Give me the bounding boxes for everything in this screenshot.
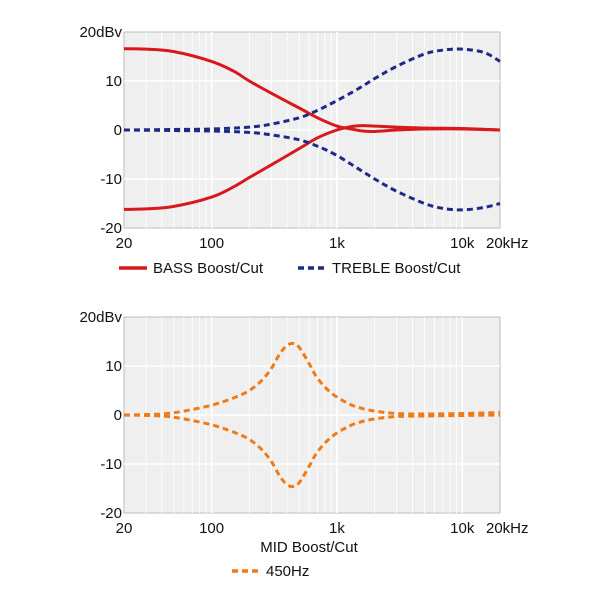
y-tick-label: 10 xyxy=(105,73,122,90)
y-tick-label: 0 xyxy=(114,407,122,424)
x-tick-label: 20 xyxy=(116,520,133,537)
series-line-treble-2 xyxy=(123,47,501,132)
series-line-mid-1 xyxy=(123,413,501,489)
y-tick-label: -20 xyxy=(100,220,122,237)
x-tick-label: 20 xyxy=(116,235,133,252)
x-tick-label: 10k xyxy=(450,520,475,537)
mid-chart-legend: 450Hz xyxy=(232,563,309,580)
bass-treble-legend: BASS Boost/Cut TREBLE Boost/Cut xyxy=(119,260,461,277)
x-tick-label: 20kHz xyxy=(486,235,529,252)
x-tick-label: 10k xyxy=(450,235,475,252)
x-tick-label: 100 xyxy=(199,520,224,537)
series-line-mid-0 xyxy=(123,341,501,417)
x-tick-label: 100 xyxy=(199,235,224,252)
y-tick-label: 20dBv xyxy=(79,309,122,326)
y-tick-label: 20dBv xyxy=(79,24,122,41)
y-tick-label: 0 xyxy=(114,122,122,139)
y-tick-label: -10 xyxy=(100,456,122,473)
x-tick-label: 1k xyxy=(329,235,345,252)
legend-label: TREBLE Boost/Cut xyxy=(332,260,461,277)
legend-label: 450Hz xyxy=(266,563,309,580)
legend-label: BASS Boost/Cut xyxy=(153,260,264,277)
series-line-bass-1 xyxy=(123,124,501,211)
series-line-bass-0 xyxy=(123,47,501,134)
y-tick-label: -10 xyxy=(100,171,122,188)
y-tick-label: 10 xyxy=(105,358,122,375)
x-tick-label: 20kHz xyxy=(486,520,529,537)
x-tick-label: 1k xyxy=(329,520,345,537)
y-tick-label: -20 xyxy=(100,505,122,522)
series-line-treble-3 xyxy=(123,128,501,212)
mid-chart-title: MID Boost/Cut xyxy=(260,539,358,556)
